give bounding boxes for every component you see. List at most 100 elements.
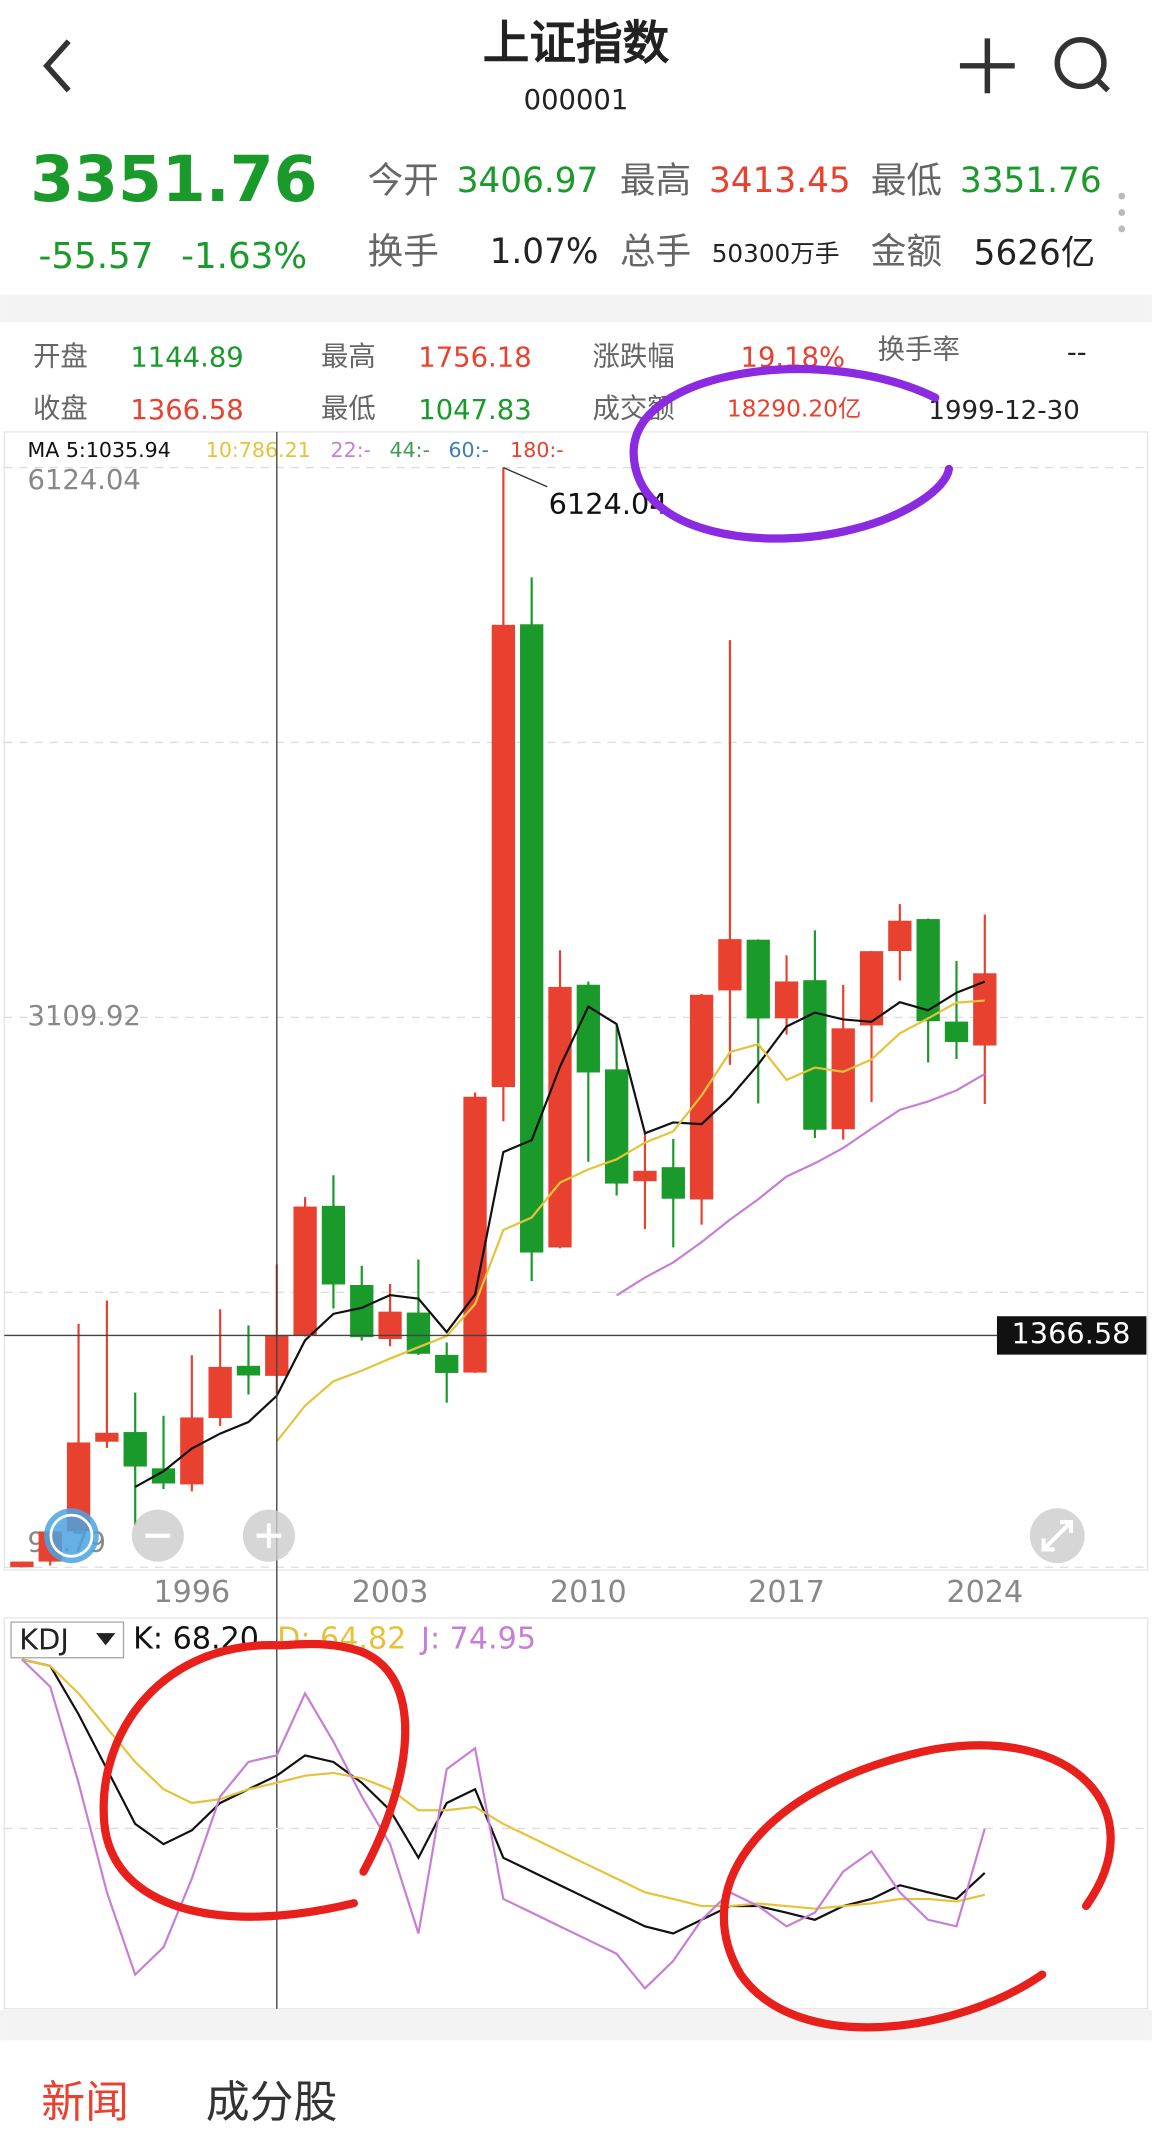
detail-value: 1047.83 (418, 395, 531, 426)
legend-entry: D: 64.82 (277, 1621, 406, 1656)
detail-label: 收盘 (33, 393, 88, 424)
x-tick-label: 2024 (946, 1575, 1023, 1610)
legend-entry: 10:786.21 (206, 438, 311, 462)
line (21, 1658, 986, 1935)
change: -55.57 (38, 236, 153, 277)
y-tick-label: 6124.04 (28, 465, 141, 496)
code: 000001 (524, 85, 629, 116)
stat-value: 50300万手 (712, 239, 840, 268)
candle-body (661, 1167, 685, 1199)
stat-label: 总手 (620, 232, 691, 273)
candle-body (859, 951, 884, 1026)
separator (0, 294, 1152, 323)
indicator-name: KDJ (19, 1622, 69, 1656)
stat-label: 最高 (620, 160, 691, 201)
candle-body (321, 1205, 346, 1285)
legend-entry: J: 74.95 (419, 1621, 536, 1656)
candle-body (10, 1561, 34, 1568)
candle-body (944, 1021, 969, 1043)
legend-entry: 60:- (448, 438, 488, 462)
detail-value: -- (1067, 337, 1087, 368)
add-button[interactable] (959, 38, 1015, 94)
annotation-pointer (503, 466, 548, 488)
detail-date: 1999-12-30 (928, 396, 1079, 426)
stat-label: 金额 (871, 232, 942, 273)
crosshair-label-box (996, 1316, 1147, 1355)
detail-value: 1366.58 (130, 395, 243, 426)
candle-body (151, 1468, 176, 1484)
detail-label: 开盘 (33, 341, 88, 372)
candle-body (350, 1285, 374, 1338)
detail-value: 1756.18 (418, 343, 531, 374)
line (275, 999, 985, 1443)
stat-value: 3351.76 (960, 161, 1102, 201)
candle-body (180, 1417, 204, 1485)
back-button[interactable] (43, 39, 71, 93)
legend-entry: 180:- (510, 438, 564, 462)
tab[interactable]: 新闻 (41, 2077, 129, 2128)
candle-body (208, 1366, 232, 1418)
kdj-frame (3, 1617, 1149, 2010)
hand-drawn-circle (99, 1639, 410, 1921)
line (616, 1072, 986, 1297)
candle-body (491, 624, 516, 1088)
k-icon[interactable] (43, 1508, 99, 1564)
x-tick-label: 2010 (550, 1575, 627, 1610)
detail-label: 成交额 (592, 393, 674, 424)
stat-value: 5626亿 (974, 234, 1095, 274)
search-button[interactable] (1054, 37, 1110, 93)
candle-body (803, 980, 827, 1130)
candle-body (831, 1028, 855, 1130)
detail-label: 换手率 (878, 335, 960, 366)
candle-body (916, 919, 940, 1022)
line (21, 1658, 986, 1910)
candle-body (888, 920, 912, 951)
stat-value: 1.07% (490, 232, 599, 272)
detail-value: 1144.89 (130, 343, 243, 374)
candle-body (123, 1432, 147, 1467)
stat-value: 3406.97 (457, 161, 599, 201)
detail-label: 涨跌幅 (592, 341, 674, 372)
candle-body (406, 1312, 431, 1354)
x-tick-label: 1996 (153, 1575, 230, 1610)
candle-body (293, 1206, 317, 1336)
y-tick-label: 3109.92 (28, 1001, 141, 1032)
candle-body (633, 1170, 657, 1182)
detail-value: 18290.20亿 (727, 395, 861, 422)
legend-entry: 22:- (331, 438, 371, 462)
candle-body (95, 1432, 119, 1442)
stat-value: 3413.45 (709, 161, 851, 201)
candle-body (774, 981, 799, 1019)
candle-body (378, 1311, 402, 1340)
detail-label: 最高 (321, 341, 376, 372)
candle-body (718, 939, 742, 991)
zoom-in-button[interactable] (242, 1509, 295, 1562)
tab[interactable]: 成分股 (206, 2077, 338, 2128)
legend-entry: 44:- (390, 438, 430, 462)
candle-body (604, 1069, 629, 1184)
candle-body (548, 986, 572, 1248)
x-tick-label: 2003 (352, 1575, 429, 1610)
line (21, 1658, 986, 1990)
stat-label: 最低 (871, 160, 942, 201)
separator (0, 2010, 1152, 2041)
zoom-out-button[interactable] (131, 1509, 184, 1562)
candle-body (236, 1365, 261, 1376)
crosshair-label: 1366.58 (1011, 1316, 1130, 1350)
chart-frame (3, 431, 1149, 1571)
title: 上证指数 (483, 16, 670, 70)
hand-drawn-circle (629, 364, 954, 543)
stat-label: 换手 (368, 232, 439, 273)
hand-drawn-circle (719, 1741, 1115, 2032)
fullscreen-button[interactable] (1029, 1508, 1085, 1564)
candle-body (520, 624, 544, 1253)
candle-body (435, 1354, 459, 1373)
stat-label: 今开 (368, 160, 439, 201)
plot: 6124.043109.9295.7919962003201020172024M… (4, 431, 1148, 2009)
price: 3351.76 (30, 142, 317, 216)
more-button[interactable] (1118, 192, 1126, 233)
x-tick-label: 2017 (748, 1575, 825, 1610)
